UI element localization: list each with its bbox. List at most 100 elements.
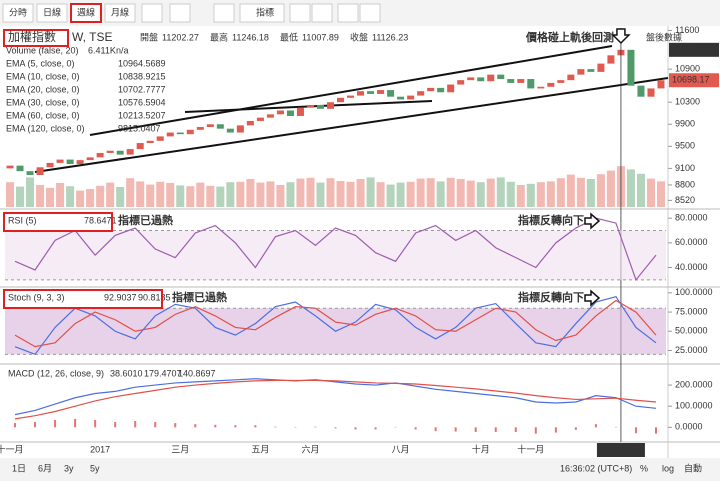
y-tick-label: 8800 <box>675 179 695 189</box>
ema-legend: EMA (30, close, 0) <box>6 97 80 107</box>
histogram-bar <box>214 424 217 428</box>
footer-option[interactable]: 自動 <box>684 462 702 473</box>
histogram-bar <box>194 424 197 428</box>
y-tick-label: 100.0000 <box>675 287 713 297</box>
range-button[interactable]: 1日 <box>12 463 26 473</box>
indicator-line <box>14 299 657 348</box>
candle-body <box>206 124 214 128</box>
price-label: 10698.17 <box>672 75 710 85</box>
arrow-icon <box>584 289 601 307</box>
volume-bar <box>96 185 105 207</box>
y-tick-label: 75.0000 <box>675 306 708 316</box>
toolbar-icon[interactable] <box>289 3 311 23</box>
range-button[interactable]: 3y <box>64 463 74 473</box>
footer-option[interactable]: % <box>640 463 648 473</box>
price-box <box>669 42 719 57</box>
volume-bar <box>516 185 525 207</box>
toolbar-button[interactable] <box>36 3 68 23</box>
candle-body <box>337 97 345 103</box>
toolbar-button[interactable] <box>70 3 102 23</box>
candle-body <box>567 74 575 81</box>
volume-bar <box>656 181 665 207</box>
volume-bar <box>566 174 575 207</box>
toolbar-icon[interactable] <box>311 3 333 23</box>
candle-body <box>607 55 615 64</box>
volume-legend: Volume (false, 20) <box>6 45 79 55</box>
volume-bar <box>276 185 285 207</box>
price-box <box>669 73 719 88</box>
annotation: 指標已過熱 <box>118 213 173 227</box>
toolbar-icon[interactable] <box>213 3 235 23</box>
y-tick-label: 40.0000 <box>675 262 708 272</box>
x-tick-label: 三月 <box>171 444 189 454</box>
chart-subtitle: W, TSE <box>72 30 112 44</box>
candle-body <box>417 91 425 96</box>
ema-legend: EMA (120, close, 0) <box>6 123 85 133</box>
volume-bar <box>386 184 395 207</box>
volume-bar <box>376 182 385 207</box>
x-tick-label: 十一月 <box>0 443 24 454</box>
y-tick-label: 60.0000 <box>675 237 708 247</box>
range-button[interactable]: 6月 <box>38 463 52 473</box>
toolbar-button[interactable] <box>2 3 34 23</box>
histogram-bar <box>454 427 457 432</box>
pane-title: RSI (5) <box>8 215 37 225</box>
volume-bar <box>156 181 165 207</box>
volume-bar <box>586 179 595 207</box>
ohlc-value: 11202.27 <box>162 32 199 42</box>
candle-body <box>216 124 224 129</box>
volume-bar <box>646 178 655 207</box>
candle-body <box>86 157 94 161</box>
candle-body <box>627 49 635 86</box>
y-tick-label: 10300 <box>675 97 700 107</box>
volume-bar <box>426 178 435 207</box>
histogram-bar <box>554 427 557 433</box>
ema-value: 10838.9215 <box>118 71 166 81</box>
legend-value: 92.9037 <box>104 292 137 302</box>
legend-value: 90.8185 <box>138 292 171 302</box>
toolbar-icon[interactable] <box>169 3 191 23</box>
volume-bar <box>366 177 375 207</box>
histogram-bar <box>334 427 337 429</box>
y-tick-label: 0.0000 <box>675 422 703 432</box>
candle-body <box>477 77 485 82</box>
volume-bar <box>456 179 465 207</box>
toolbar-icon[interactable] <box>359 3 381 23</box>
ohlc-value: 11126.23 <box>372 32 408 42</box>
range-button[interactable]: 5y <box>90 463 100 473</box>
volume-extra: n/a <box>116 45 129 55</box>
histogram-bar <box>14 423 17 428</box>
volume-bar <box>546 181 555 207</box>
candle-body <box>296 107 304 116</box>
footer-bar <box>0 458 720 481</box>
crosshair-label: 2018-01-29 <box>598 444 644 454</box>
toolbar-icon[interactable] <box>141 3 163 23</box>
indicator-line <box>14 217 657 282</box>
pane-title: MACD (12, 26, close, 9) <box>8 368 104 378</box>
volume-bar <box>106 182 115 207</box>
volume-bar <box>326 178 335 207</box>
toolbar-button-label: 分時 <box>9 7 27 17</box>
footer-time: 16:36:02 (UTC+8) <box>560 463 632 473</box>
histogram-bar <box>314 426 317 428</box>
toolbar-button[interactable] <box>239 3 285 23</box>
chart-title: 加權指數 <box>8 29 56 44</box>
toolbar-button[interactable] <box>104 3 136 23</box>
candle-body <box>16 165 24 172</box>
toolbar-icon[interactable] <box>337 3 359 23</box>
y-tick-label: 9500 <box>675 141 695 151</box>
candle-body <box>56 159 64 163</box>
indicator-line <box>14 379 657 420</box>
y-tick-label: 80.0000 <box>675 213 708 223</box>
candle-body <box>166 132 174 137</box>
histogram-bar <box>94 419 97 428</box>
candle-body <box>447 84 455 93</box>
histogram-bar <box>494 427 497 432</box>
ema-legend: EMA (20, close, 0) <box>6 84 80 94</box>
footer-option[interactable]: log <box>662 463 674 473</box>
y-tick-label: 100.0000 <box>675 401 713 411</box>
volume-bar <box>486 178 495 207</box>
candle-body <box>387 90 395 97</box>
